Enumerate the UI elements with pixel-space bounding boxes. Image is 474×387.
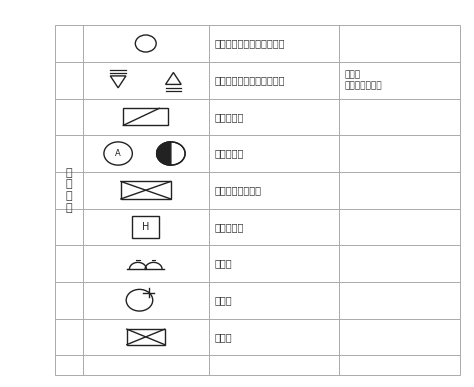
Text: 放水口: 放水口 <box>214 295 232 305</box>
Text: 制御弁: 制御弁 <box>214 332 232 342</box>
Text: スプリンクラー（平面図）: スプリンクラー（平面図） <box>214 38 285 48</box>
Polygon shape <box>157 142 171 165</box>
Text: A: A <box>115 149 121 158</box>
Bar <box>123 108 168 125</box>
Text: スプリンクラー（系統図）: スプリンクラー（系統図） <box>214 75 285 85</box>
Text: 送水口: 送水口 <box>214 259 232 269</box>
Text: 消
火
関
係: 消 火 関 係 <box>65 168 72 212</box>
Bar <box>127 329 165 344</box>
Bar <box>121 182 171 199</box>
Text: アラーム弁: アラーム弁 <box>214 149 244 159</box>
Text: 屋外消火栓: 屋外消火栓 <box>214 222 244 232</box>
Text: 連結送水管送水口: 連結送水管送水口 <box>214 185 261 195</box>
Text: 屋内消火栓: 屋内消火栓 <box>214 112 244 122</box>
Text: 右から
下向き、上向き: 右から 下向き、上向き <box>345 70 382 90</box>
Text: H: H <box>142 222 149 232</box>
Bar <box>55 25 460 375</box>
Bar <box>132 216 159 238</box>
